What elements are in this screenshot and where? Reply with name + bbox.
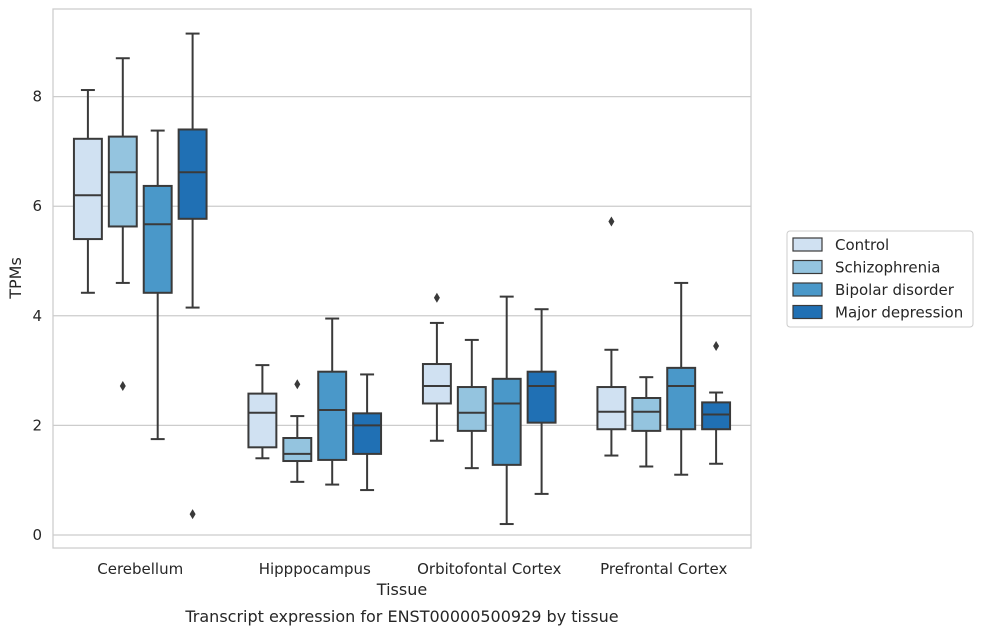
y-tick-label: 0: [32, 526, 42, 544]
x-axis-ticks: Cerebellum Hipppocampus Orbitofontal Corte…: [97, 560, 727, 578]
box: [421, 363, 452, 405]
y-axis-label: TPMs: [6, 257, 25, 300]
box-group: [596, 216, 627, 457]
outlier-point: [713, 340, 720, 351]
box-group: [526, 308, 557, 495]
legend-swatch: [792, 282, 823, 297]
outlier-point: [119, 380, 126, 391]
box: [701, 401, 732, 431]
box: [317, 370, 348, 461]
box-group: [456, 338, 487, 470]
legend-swatch: [792, 237, 823, 252]
box-group: [107, 57, 138, 391]
legend-label: Control: [835, 236, 889, 254]
box: [247, 392, 278, 449]
box-group: [631, 376, 662, 468]
legend-label: Major depression: [835, 304, 963, 322]
outlier-point: [294, 379, 301, 390]
box-group: [72, 89, 103, 294]
outlier-point: [433, 292, 440, 303]
box: [177, 128, 208, 220]
legend-frame: [786, 230, 974, 328]
box-group: [421, 292, 452, 442]
y-axis-ticks: 0 2 4 6 8: [32, 88, 42, 544]
box-group: [282, 379, 313, 483]
box: [107, 135, 138, 228]
legend-swatch: [792, 304, 823, 320]
legend-label: Bipolar disorder: [835, 281, 955, 299]
legend-swatch: [792, 259, 823, 275]
box-group: [177, 32, 208, 520]
box: [282, 437, 313, 463]
legend-label: Schizophrenia: [835, 259, 940, 277]
y-tick-label: 4: [32, 307, 42, 325]
box: [456, 386, 487, 432]
boxes: [72, 32, 732, 526]
box: [526, 370, 557, 424]
box: [596, 386, 627, 431]
outlier-point: [608, 216, 615, 227]
box: [72, 137, 103, 241]
box: [491, 377, 522, 466]
box-group: [247, 364, 278, 460]
x-axis-label: Tissue: [376, 580, 427, 599]
box-group: [666, 281, 697, 476]
box-group: [491, 295, 522, 526]
x-tick-label: Cerebellum: [97, 560, 183, 578]
box: [631, 397, 662, 432]
box-group: [317, 317, 348, 486]
box-group: [142, 129, 173, 441]
plot-frame: [52, 8, 752, 549]
box: [142, 184, 173, 294]
x-tick-label: Hipppocampus: [259, 560, 371, 578]
box-group: [701, 340, 732, 465]
y-tick-label: 8: [32, 88, 42, 106]
x-tick-label: Orbitofontal Cortex: [417, 560, 561, 578]
x-tick-label: Prefrontal Cortex: [600, 560, 727, 578]
box: [352, 412, 383, 455]
y-tick-label: 6: [32, 197, 42, 215]
box: [666, 366, 697, 431]
legend: Control Schizophrenia Bipolar disorder Majo…: [786, 230, 974, 328]
box-group: [352, 373, 383, 492]
outlier-point: [189, 509, 196, 520]
y-tick-label: 2: [32, 416, 42, 434]
figure-caption: Transcript expression for ENST0000050092…: [184, 607, 618, 626]
